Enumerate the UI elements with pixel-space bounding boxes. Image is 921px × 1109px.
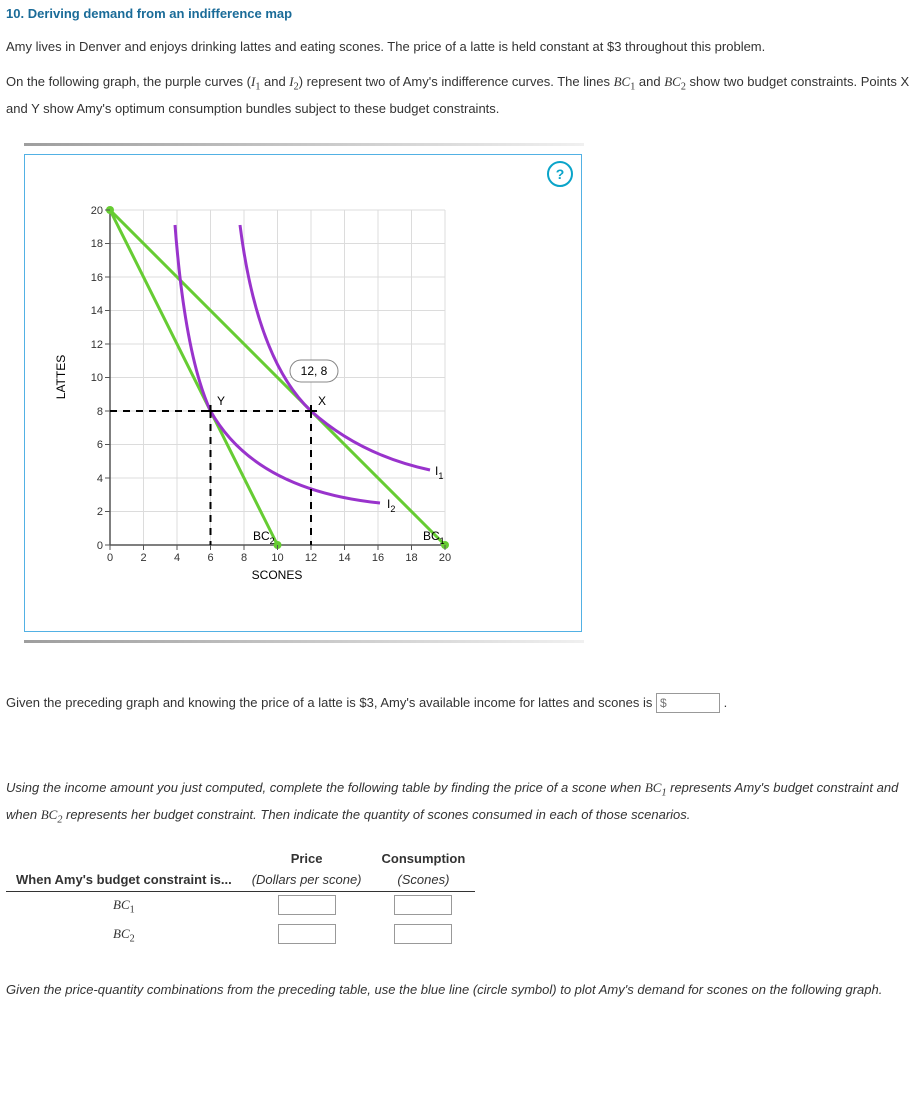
indifference-chart: 0 2 4 6 8 10 12 14 16 18 20 0 xyxy=(25,155,581,631)
svg-text:LATTES: LATTES xyxy=(54,355,68,399)
svg-text:8: 8 xyxy=(241,552,247,564)
bc2-qty-input[interactable] xyxy=(394,924,452,944)
svg-text:16: 16 xyxy=(372,552,384,564)
svg-text:X: X xyxy=(318,394,326,408)
svg-text:2: 2 xyxy=(140,552,146,564)
svg-text:10: 10 xyxy=(271,552,283,564)
svg-text:20: 20 xyxy=(91,205,103,217)
svg-text:12, 8: 12, 8 xyxy=(301,364,328,378)
income-input[interactable] xyxy=(656,693,720,713)
svg-text:10: 10 xyxy=(91,372,103,384)
svg-text:8: 8 xyxy=(97,406,103,418)
bc1-price-input[interactable] xyxy=(278,895,336,915)
svg-text:6: 6 xyxy=(207,552,213,564)
svg-text:SCONES: SCONES xyxy=(252,568,303,582)
svg-text:BC1: BC1 xyxy=(423,529,445,546)
svg-text:18: 18 xyxy=(91,238,103,250)
income-question: Given the preceding graph and knowing th… xyxy=(6,691,915,716)
table-row: BC1 xyxy=(6,891,475,921)
svg-text:12: 12 xyxy=(305,552,317,564)
svg-text:16: 16 xyxy=(91,272,103,284)
svg-text:2: 2 xyxy=(97,506,103,518)
svg-text:4: 4 xyxy=(174,552,180,564)
paragraph-2: On the following graph, the purple curve… xyxy=(6,70,915,122)
question-title: 10. Deriving demand from an indifference… xyxy=(6,6,915,21)
svg-text:6: 6 xyxy=(97,439,103,451)
divider-top xyxy=(24,143,584,146)
svg-text:12: 12 xyxy=(91,339,103,351)
svg-text:0: 0 xyxy=(107,552,113,564)
table-row: BC2 xyxy=(6,921,475,950)
price-consumption-table: PriceConsumption When Amy's budget const… xyxy=(6,848,475,950)
svg-text:14: 14 xyxy=(91,305,103,317)
divider-bottom xyxy=(24,640,584,643)
svg-text:0: 0 xyxy=(97,540,103,552)
svg-text:Y: Y xyxy=(217,394,225,408)
svg-text:18: 18 xyxy=(405,552,417,564)
bc1-qty-input[interactable] xyxy=(394,895,452,915)
svg-text:20: 20 xyxy=(439,552,451,564)
table-instructions: Using the income amount you just compute… xyxy=(6,776,915,830)
plot-instructions: Given the price-quantity combinations fr… xyxy=(6,978,915,1003)
graph-panel[interactable]: ? 0 xyxy=(24,154,582,632)
paragraph-1: Amy lives in Denver and enjoys drinking … xyxy=(6,35,915,60)
svg-text:14: 14 xyxy=(338,552,350,564)
svg-text:4: 4 xyxy=(97,473,103,485)
bc2-price-input[interactable] xyxy=(278,924,336,944)
